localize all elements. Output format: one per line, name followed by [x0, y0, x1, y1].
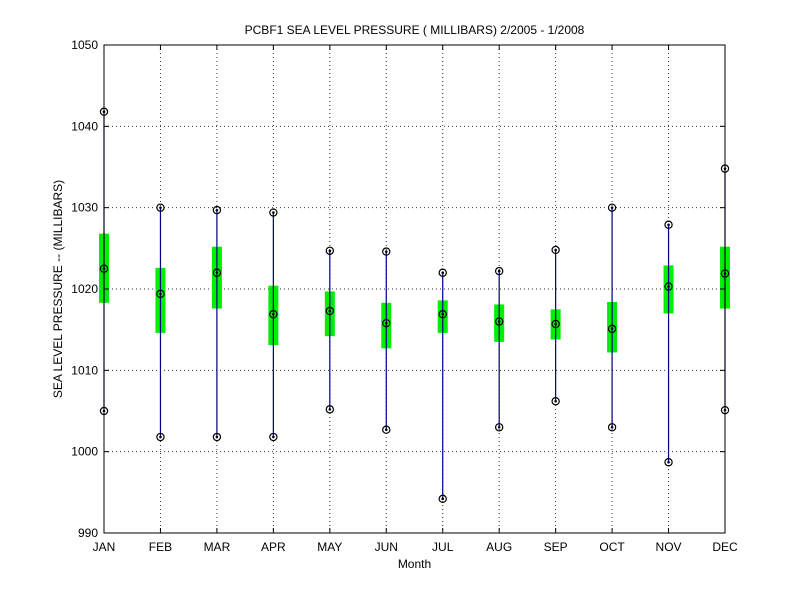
- min-marker-dot: [667, 460, 670, 464]
- min-marker: [156, 432, 165, 442]
- min-marker-dot: [159, 435, 162, 439]
- x-tick-label: MAR: [204, 540, 231, 554]
- axis-ticks: 990 1000 1010 1020 1030 1040 1050 JAN FEB MAR APR M…: [71, 38, 738, 554]
- max-marker-dot: [159, 206, 162, 209]
- median-marker: [269, 310, 278, 319]
- x-tick-label: FEB: [149, 540, 172, 554]
- x-tick-label: DEC: [712, 540, 738, 554]
- max-marker-dot: [610, 206, 614, 209]
- max-marker-dot: [215, 208, 219, 212]
- min-marker: [607, 423, 617, 432]
- max-marker-dot: [667, 223, 670, 227]
- min-marker: [494, 423, 504, 432]
- min-marker-dot: [441, 497, 445, 501]
- x-tick-label: JUN: [375, 540, 398, 554]
- median-marker-dot: [610, 327, 614, 331]
- median-marker-dot: [441, 312, 445, 316]
- max-marker-dot: [328, 249, 332, 253]
- month-box-jul: [437, 268, 448, 504]
- median-marker: [664, 282, 673, 291]
- min-marker: [269, 432, 278, 442]
- min-marker: [325, 405, 335, 414]
- y-tick-label: 1000: [71, 445, 98, 459]
- max-marker: [325, 246, 335, 255]
- max-marker: [494, 266, 504, 276]
- y-tick-label: 1010: [71, 363, 98, 377]
- median-marker-dot: [159, 292, 162, 296]
- max-marker: [551, 245, 560, 255]
- min-marker-dot: [272, 435, 275, 439]
- min-marker-dot: [610, 425, 614, 429]
- median-marker-dot: [328, 309, 332, 313]
- median-marker: [438, 310, 447, 319]
- min-marker: [212, 432, 222, 442]
- median-marker-dot: [554, 322, 557, 326]
- month-box-aug: [494, 266, 505, 432]
- median-marker-dot: [384, 321, 388, 325]
- y-tick-label: 1040: [71, 119, 98, 133]
- min-marker: [551, 397, 560, 406]
- median-marker: [325, 306, 335, 316]
- median-marker-dot: [272, 312, 275, 316]
- y-axis-label: SEA LEVEL PRESSURE -- (MILLIBARS): [51, 180, 65, 398]
- median-marker-dot: [497, 320, 501, 323]
- max-marker: [382, 247, 391, 256]
- max-marker: [607, 203, 617, 212]
- x-tick-label: SEP: [544, 540, 568, 554]
- x-tick-label: NOV: [656, 540, 682, 554]
- x-tick-label: AUG: [486, 540, 512, 554]
- max-marker-dot: [497, 269, 501, 273]
- y-tick-label: 1030: [71, 201, 98, 215]
- max-marker: [438, 268, 447, 277]
- median-marker: [156, 289, 165, 299]
- median-marker: [382, 318, 391, 328]
- max-marker: [212, 205, 222, 215]
- month-box-sep: [550, 245, 561, 406]
- month-box-jun: [381, 247, 392, 434]
- max-marker-dot: [272, 211, 275, 214]
- max-marker: [269, 208, 278, 217]
- median-marker: [607, 324, 617, 334]
- min-marker: [382, 425, 391, 434]
- x-tick-label: OCT: [599, 540, 625, 554]
- min-marker-dot: [384, 428, 388, 432]
- median-marker: [212, 268, 222, 277]
- median-marker-dot: [215, 271, 219, 275]
- min-marker-dot: [554, 399, 557, 403]
- median-marker: [494, 317, 504, 326]
- max-marker: [664, 220, 673, 229]
- max-marker-dot: [554, 248, 557, 252]
- month-box-oct: [607, 203, 618, 432]
- min-marker-dot: [215, 435, 219, 439]
- month-box-may: [324, 246, 335, 414]
- y-tick-label: 1050: [71, 38, 98, 52]
- month-box-nov: [663, 220, 674, 467]
- min-marker-dot: [328, 408, 332, 411]
- month-box-apr: [268, 208, 279, 442]
- y-tick-label: 1020: [71, 282, 98, 296]
- max-marker-dot: [441, 271, 445, 275]
- max-marker: [156, 203, 165, 212]
- max-marker-dot: [384, 250, 388, 253]
- month-box-feb: [155, 203, 166, 442]
- min-marker: [664, 458, 673, 467]
- y-tick-label: 990: [78, 526, 98, 540]
- x-tick-label: MAY: [317, 540, 342, 554]
- median-marker-dot: [667, 285, 670, 288]
- x-axis-label: Month: [398, 557, 431, 571]
- x-tick-label: JAN: [93, 540, 116, 554]
- chart-title: PCBF1 SEA LEVEL PRESSURE ( MILLIBARS) 2/…: [245, 23, 585, 37]
- min-marker: [438, 494, 447, 504]
- x-tick-label: JUL: [432, 540, 454, 554]
- median-marker: [551, 319, 560, 329]
- month-box-mar: [211, 205, 222, 442]
- x-tick-label: APR: [261, 540, 286, 554]
- min-marker-dot: [497, 425, 501, 429]
